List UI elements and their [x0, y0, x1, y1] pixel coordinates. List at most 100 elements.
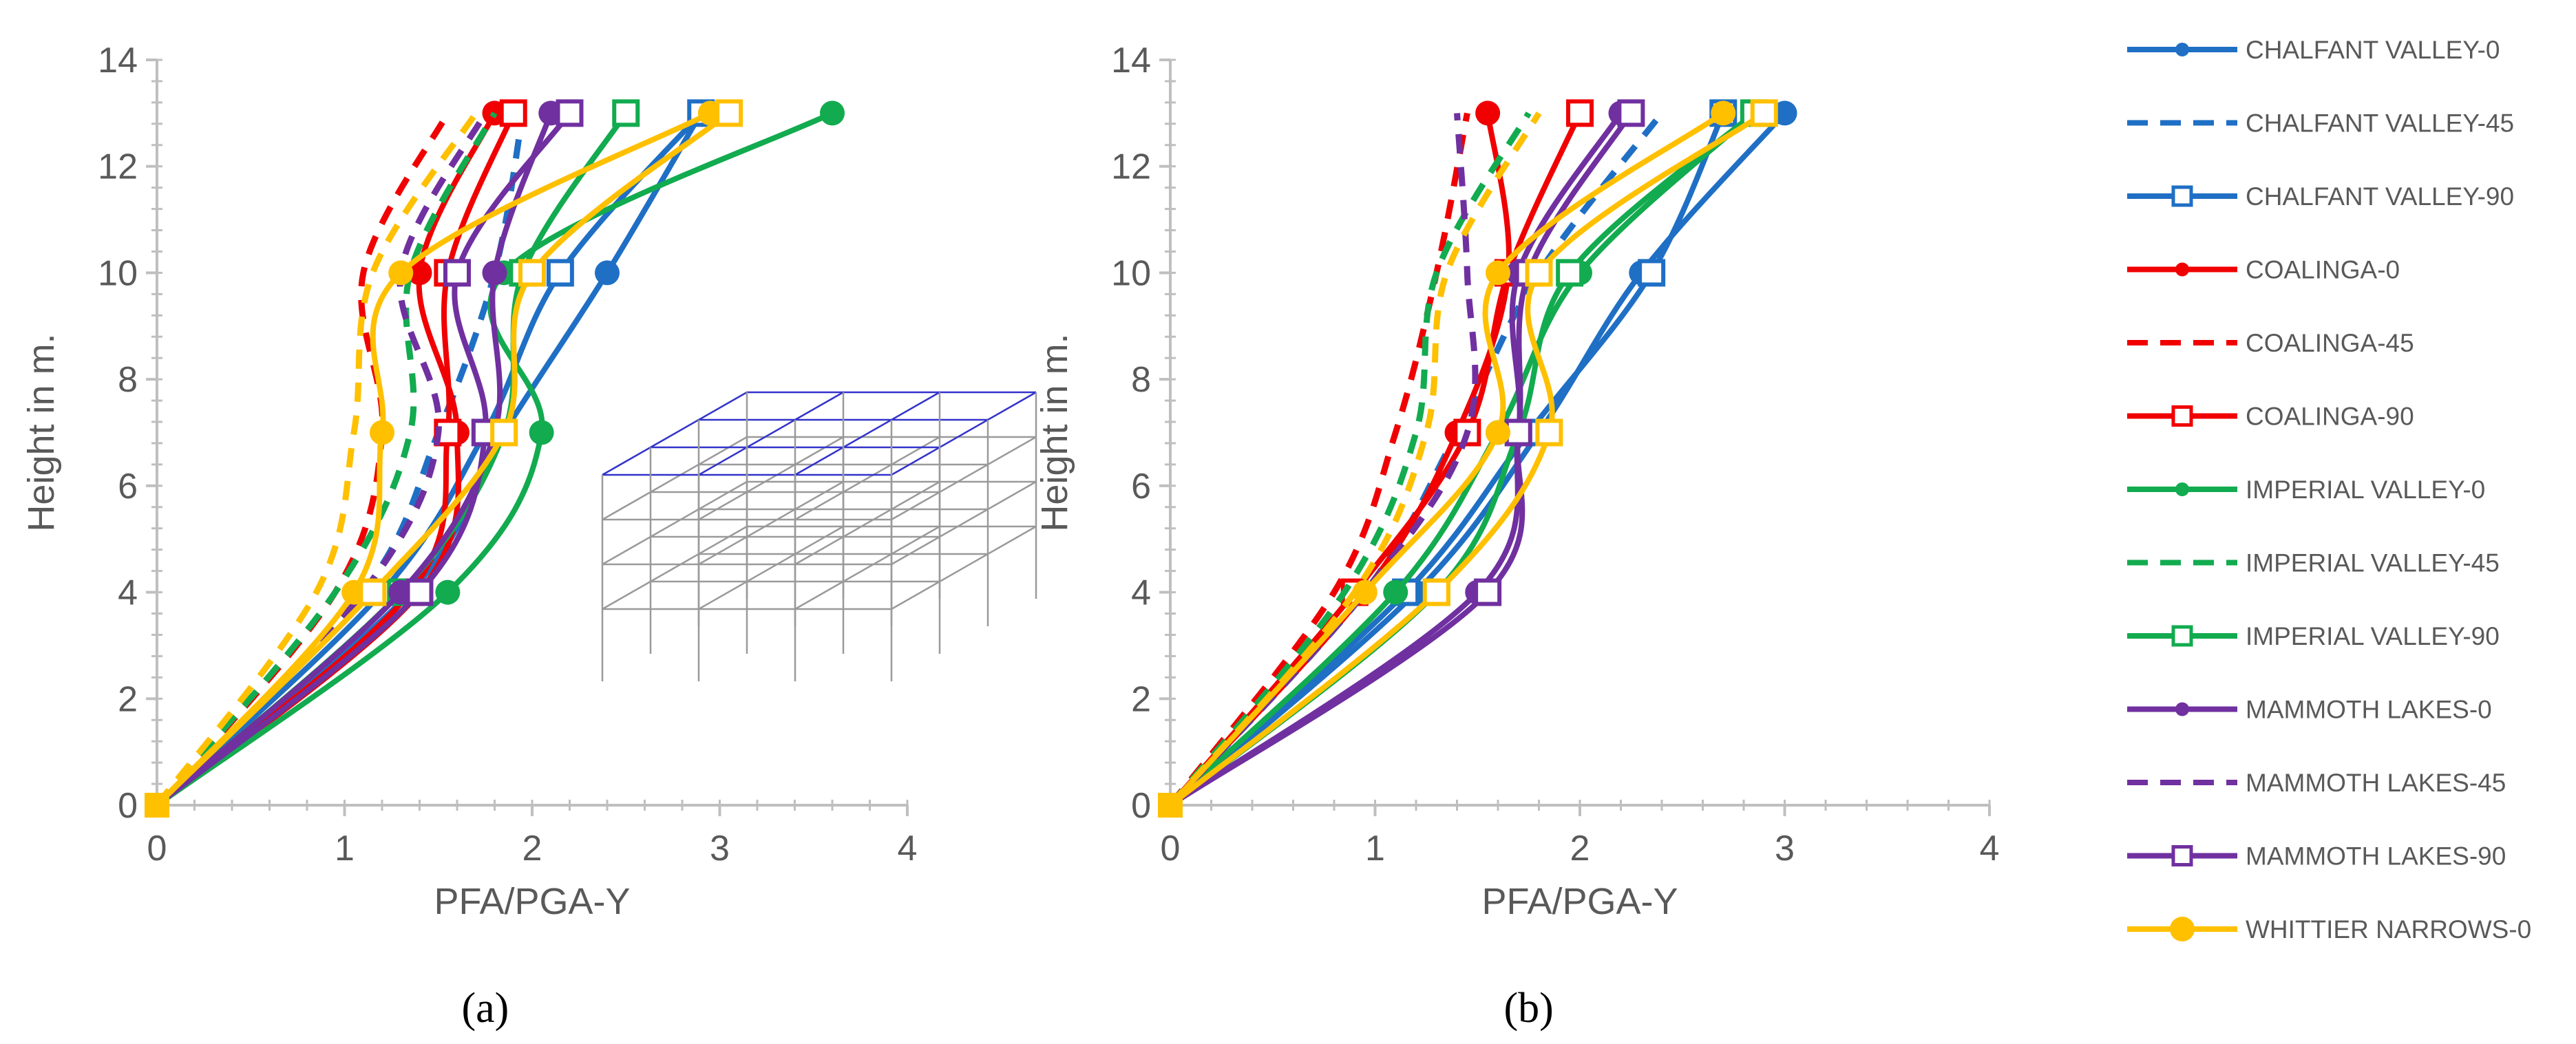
frame-beam: [602, 525, 748, 610]
origin-marker: [145, 793, 169, 818]
legend-label: IMPERIAL VALLEY-45: [2246, 549, 2500, 577]
frame-beam: [891, 525, 1037, 610]
legend-item: MAMMOTH LAKES-90: [2127, 842, 2506, 871]
legend-item: IMPERIAL VALLEY-45: [2127, 549, 2500, 577]
legend-label: COALINGA-90: [2246, 403, 2414, 431]
frame-beam: [698, 525, 844, 610]
data-point: [612, 99, 640, 127]
frame-beam: [794, 436, 940, 521]
series: [145, 111, 498, 818]
y-tick-label: 10: [98, 253, 138, 293]
frame-beam: [891, 391, 1037, 476]
legend-label: MAMMOTH LAKES-45: [2246, 769, 2506, 797]
y-tick-label: 14: [1111, 41, 1151, 81]
series: [145, 100, 507, 818]
data-point: [1535, 418, 1563, 447]
series-line: [1168, 112, 1470, 807]
data-point: [1486, 420, 1510, 445]
x-tick-label: 3: [710, 829, 730, 869]
legend-item: COALINGA-90: [2127, 403, 2414, 431]
legend-swatch-marker: [2175, 43, 2189, 56]
data-point: [556, 99, 584, 127]
series: [1158, 111, 1665, 818]
frame-beam: [602, 480, 748, 566]
data-point: [529, 420, 554, 445]
data-point: [1617, 99, 1645, 127]
series-line: [1168, 111, 1532, 807]
y-tick-label: 8: [118, 360, 138, 400]
legend-item: IMPERIAL VALLEY-0: [2127, 476, 2485, 504]
data-point: [1474, 578, 1502, 606]
data-point: [1486, 260, 1510, 286]
y-axis-title: Height in m.: [1034, 333, 1075, 531]
legend-item: COALINGA-45: [2127, 329, 2414, 357]
data-point: [499, 99, 527, 127]
data-point: [405, 578, 434, 606]
legend-swatch-marker: [2175, 262, 2189, 277]
data-point: [1475, 100, 1501, 126]
legend-swatch-marker: [2170, 917, 2195, 941]
data-point: [595, 260, 620, 286]
legend-item: MAMMOTH LAKES-45: [2127, 769, 2506, 797]
series-line: [1168, 111, 1665, 808]
series-line: [154, 110, 629, 808]
data-point: [1525, 259, 1553, 287]
x-tick-label: 3: [1775, 829, 1795, 869]
legend-label: COALINGA-0: [2246, 256, 2400, 284]
y-tick-label: 6: [118, 467, 138, 507]
legend-item: WHITTIER NARROWS-0: [2127, 915, 2531, 944]
legend-swatch-marker: [2175, 482, 2189, 496]
y-tick-label: 8: [1131, 360, 1151, 400]
frame-beam: [794, 391, 940, 476]
x-tick-label: 4: [898, 829, 918, 869]
panel-label: (b): [1503, 985, 1553, 1032]
data-point: [1383, 579, 1408, 605]
legend-label: MAMMOTH LAKES-0: [2246, 696, 2492, 724]
x-axis-title: PFA/PGA-Y: [1481, 881, 1678, 922]
series: [1158, 99, 1594, 818]
y-tick-label: 4: [118, 573, 138, 613]
data-point: [1352, 579, 1377, 605]
frame-beam: [602, 391, 748, 476]
data-point: [1750, 99, 1778, 127]
frame-beam: [891, 480, 1037, 566]
legend-swatch-marker: [2171, 625, 2193, 647]
data-point: [435, 579, 461, 605]
legend-label: CHALFANT VALLEY-45: [2246, 109, 2514, 138]
frame-beam: [794, 525, 940, 610]
legend-item: IMPERIAL VALLEY-90: [2127, 622, 2500, 650]
inset-frame-model: [601, 391, 1037, 681]
legend-item: CHALFANT VALLEY-45: [2127, 109, 2514, 138]
y-tick-label: 0: [118, 786, 138, 826]
series-line: [1168, 110, 1583, 808]
legend-item: MAMMOTH LAKES-0: [2127, 696, 2492, 724]
origin-marker: [1158, 793, 1183, 818]
data-point: [1711, 100, 1736, 126]
data-point: [518, 259, 546, 287]
data-point: [1772, 100, 1797, 126]
data-point: [370, 420, 394, 445]
series: [1158, 99, 1778, 818]
legend-label: MAMMOTH LAKES-90: [2246, 842, 2506, 871]
data-point: [490, 418, 518, 447]
panel-label: (a): [461, 985, 509, 1032]
legend-label: COALINGA-45: [2246, 329, 2414, 357]
data-point: [820, 100, 845, 126]
x-tick-label: 0: [1161, 829, 1181, 869]
y-tick-label: 0: [1131, 786, 1151, 826]
x-axis-title: PFA/PGA-Y: [434, 881, 630, 922]
legend-swatch-marker: [2175, 702, 2189, 716]
y-tick-label: 4: [1131, 573, 1151, 613]
frame-beam: [794, 480, 940, 566]
legend-swatch-marker: [2171, 845, 2193, 866]
series-line: [1168, 113, 1479, 808]
y-tick-label: 6: [1131, 467, 1151, 507]
series-line: [1168, 110, 1624, 808]
y-tick-label: 12: [98, 147, 138, 187]
y-axis-title: Height in m.: [21, 333, 62, 531]
x-tick-label: 2: [522, 829, 542, 869]
legend-label: CHALFANT VALLEY-90: [2246, 182, 2514, 211]
